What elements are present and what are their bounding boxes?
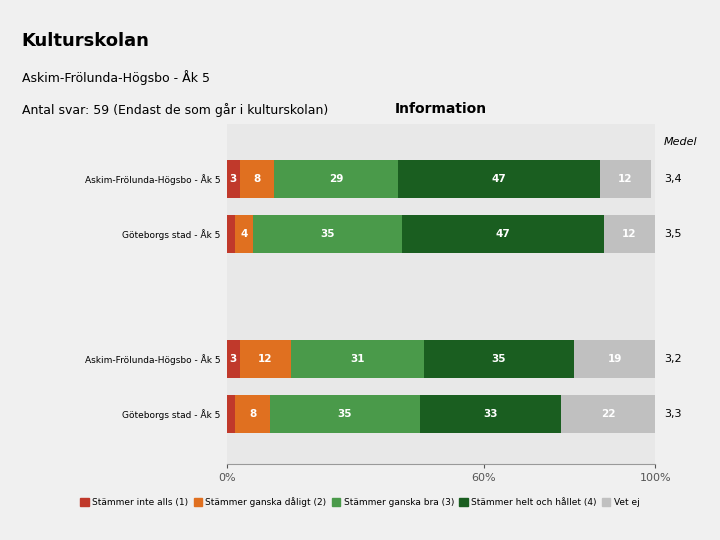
Bar [235,395,269,434]
Bar [604,215,655,253]
Bar [227,215,235,253]
Bar [240,160,274,198]
Text: 8: 8 [249,409,256,420]
Text: Medel: Medel [664,137,698,147]
Bar [227,395,235,434]
Bar [274,160,398,198]
Text: 35: 35 [492,354,506,364]
Bar [574,340,655,379]
Text: 35: 35 [320,230,335,239]
Text: 3,4: 3,4 [664,174,681,184]
Bar [291,340,424,379]
Text: Askim-Frölunda-Högsbo - Åk 5: Askim-Frölunda-Högsbo - Åk 5 [85,174,220,185]
Bar [420,395,561,434]
Text: 8: 8 [253,174,261,184]
Text: Göteborgs stad - Åk 5: Göteborgs stad - Åk 5 [122,229,220,240]
Bar [424,340,574,379]
Text: 33: 33 [483,409,498,420]
Text: 12: 12 [258,354,273,364]
Bar [269,395,420,434]
Text: 35: 35 [338,409,352,420]
Text: 12: 12 [622,230,636,239]
Bar [398,160,600,198]
Text: Antal svar: 59 (Endast de som går i kulturskolan): Antal svar: 59 (Endast de som går i kult… [22,103,328,117]
Text: 3,2: 3,2 [664,354,681,364]
Text: 3,5: 3,5 [664,230,681,239]
Text: 12: 12 [618,174,632,184]
Text: 3: 3 [230,354,237,364]
Bar [240,340,291,379]
Text: Askim-Frölunda-Högsbo - Åk 5: Askim-Frölunda-Högsbo - Åk 5 [22,70,210,85]
Text: 4: 4 [240,230,248,239]
Bar [561,395,655,434]
Text: 29: 29 [329,174,343,184]
Title: Information: Information [395,102,487,116]
Text: 19: 19 [607,354,621,364]
Text: 22: 22 [600,409,616,420]
Text: 3,3: 3,3 [664,409,681,420]
Text: Kulturskolan: Kulturskolan [22,32,150,50]
Text: 47: 47 [492,174,506,184]
Bar [227,160,240,198]
Bar [235,215,253,253]
Bar [600,160,651,198]
Text: 31: 31 [350,354,365,364]
Text: Göteborgs stad - Åk 5: Göteborgs stad - Åk 5 [122,409,220,420]
Legend: Stämmer inte alls (1), Stämmer ganska dåligt (2), Stämmer ganska bra (3), Stämme: Stämmer inte alls (1), Stämmer ganska då… [77,494,643,511]
Bar [227,340,240,379]
Text: Askim-Frölunda-Högsbo - Åk 5: Askim-Frölunda-Högsbo - Åk 5 [85,354,220,365]
Text: 3: 3 [230,174,237,184]
Bar [253,215,402,253]
Bar [402,215,604,253]
Text: 47: 47 [496,230,510,239]
